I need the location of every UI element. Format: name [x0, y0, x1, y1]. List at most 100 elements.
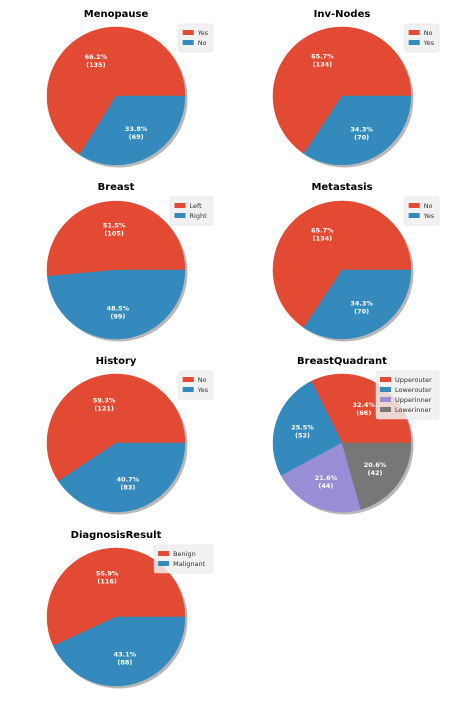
slice-count-label: (134): [313, 235, 333, 243]
legend: Left Right: [170, 196, 214, 226]
pie-chart-5: History 59.3%(121) 40.7%(83) No Yes: [46, 356, 214, 515]
legend-swatch: [174, 213, 186, 218]
pie-slice-upperinner: [280, 442, 362, 513]
legend: No Yes: [404, 196, 440, 226]
legend: No Yes: [404, 23, 440, 53]
chart-title: Metastasis: [311, 182, 372, 193]
legend: Yes No: [178, 23, 214, 53]
pie-chart-3: Breast 51.5%(105) 48.5%(99) Left Right: [46, 182, 214, 342]
slice-count-label: (69): [129, 133, 144, 141]
legend-swatch: [380, 407, 391, 412]
legend-label: Upperinner: [395, 396, 432, 404]
pie-slice-no: [272, 200, 412, 328]
pie-slice-no: [79, 95, 186, 166]
slice-count-label: (83): [120, 484, 135, 492]
legend-label: Left: [190, 202, 203, 210]
legend: Benign Malignant: [153, 544, 214, 574]
legend-swatch: [408, 30, 420, 35]
legend-label: No: [198, 376, 207, 384]
slice-percent-label: 48.5%: [107, 304, 130, 312]
chart-title: Breast: [98, 182, 135, 193]
legend-label: Upperouter: [395, 376, 432, 384]
slice-percent-label: 59.3%: [93, 396, 116, 404]
pie-chart-2: Inv-Nodes 65.7%(134) 34.3%(70) No Yes: [272, 9, 440, 168]
pie-slice-right: [47, 269, 186, 340]
slice-count-label: (66): [356, 409, 371, 417]
slice-percent-label: 65.7%: [311, 227, 334, 235]
legend-box: [375, 370, 440, 420]
slice-percent-label: 65.7%: [311, 53, 334, 61]
pie-slice-no: [272, 26, 412, 154]
legend-swatch: [380, 377, 391, 382]
legend-label: Malignant: [173, 560, 206, 568]
legend-swatch: [182, 387, 194, 392]
legend-label: Yes: [423, 39, 435, 47]
legend-swatch: [174, 203, 186, 208]
pie-slice-malignant: [52, 616, 186, 687]
slice-percent-label: 51.5%: [103, 222, 126, 230]
slice-count-label: (99): [110, 312, 125, 320]
slice-percent-label: 25.5%: [291, 423, 314, 431]
legend-swatch: [408, 40, 420, 45]
pie-slice-lowerinner: [341, 442, 412, 510]
slice-count-label: (52): [295, 431, 310, 439]
legend-swatch: [408, 213, 420, 218]
slice-count-label: (135): [86, 61, 106, 69]
legend-swatch: [182, 30, 194, 35]
legend-swatch: [408, 203, 420, 208]
slice-percent-label: 20.6%: [364, 461, 387, 469]
legend-box: [404, 196, 440, 226]
legend-box: [404, 23, 440, 53]
legend-swatch: [158, 561, 170, 566]
slice-count-label: (70): [354, 134, 369, 142]
legend-box: [178, 370, 214, 400]
slice-count-label: (88): [117, 658, 132, 666]
slice-count-label: (121): [94, 404, 114, 412]
slice-percent-label: 43.1%: [114, 650, 137, 658]
pie-slice-benign: [46, 547, 186, 647]
legend-swatch: [182, 377, 194, 382]
slice-percent-label: 56.9%: [96, 570, 119, 578]
slice-count-label: (134): [313, 61, 333, 69]
legend-swatch: [182, 40, 194, 45]
pie-chart-4: Metastasis 65.7%(134) 34.3%(70) No Yes: [272, 182, 440, 342]
chart-title: Menopause: [84, 9, 149, 20]
slice-percent-label: 33.8%: [125, 125, 148, 133]
chart-title: DiagnosisResult: [71, 530, 162, 541]
legend-label: No: [424, 29, 433, 37]
legend-label: Yes: [423, 212, 435, 220]
legend-swatch: [158, 551, 170, 556]
slice-percent-label: 34.3%: [350, 300, 373, 308]
pie-slice-yes: [303, 269, 412, 340]
legend-label: Lowerinner: [395, 406, 432, 414]
pie-slice-yes: [46, 26, 186, 156]
legend-swatch: [380, 397, 391, 402]
legend-swatch: [380, 387, 391, 392]
slice-count-label: (44): [318, 482, 333, 490]
legend-label: No: [424, 202, 433, 210]
legend: No Yes: [178, 370, 214, 400]
pie-slice-no: [46, 373, 186, 482]
pie-slice-yes: [58, 442, 186, 513]
slice-percent-label: 21.6%: [315, 474, 338, 482]
slice-count-label: (116): [97, 578, 117, 586]
chart-title: BreastQuadrant: [297, 356, 387, 367]
pie-chart-7: DiagnosisResult 56.9%(116) 43.1%(88) Benign…: [46, 530, 214, 689]
pie-chart-1: Menopause 66.2%(135) 33.8%(69) Yes No: [46, 9, 214, 168]
pie-slice-yes: [303, 95, 412, 166]
legend-label: Lowerouter: [395, 386, 432, 394]
pie-slice-left: [46, 200, 186, 277]
pie-chart-6: BreastQuadrant 32.4%(66) 25.5%(52) 21.6%(44…: [272, 356, 440, 515]
legend-label: Benign: [173, 550, 196, 558]
slice-percent-label: 34.3%: [350, 126, 373, 134]
slice-percent-label: 66.2%: [85, 53, 108, 61]
slice-percent-label: 40.7%: [117, 476, 140, 484]
slice-count-label: (105): [104, 230, 124, 238]
chart-title: History: [96, 356, 137, 367]
slice-count-label: (42): [368, 469, 383, 477]
slice-count-label: (70): [354, 308, 369, 316]
legend-label: No: [198, 39, 207, 47]
chart-title: Inv-Nodes: [314, 9, 371, 20]
legend: Upperouter Lowerouter Upperinner Lowerinner: [375, 370, 440, 420]
